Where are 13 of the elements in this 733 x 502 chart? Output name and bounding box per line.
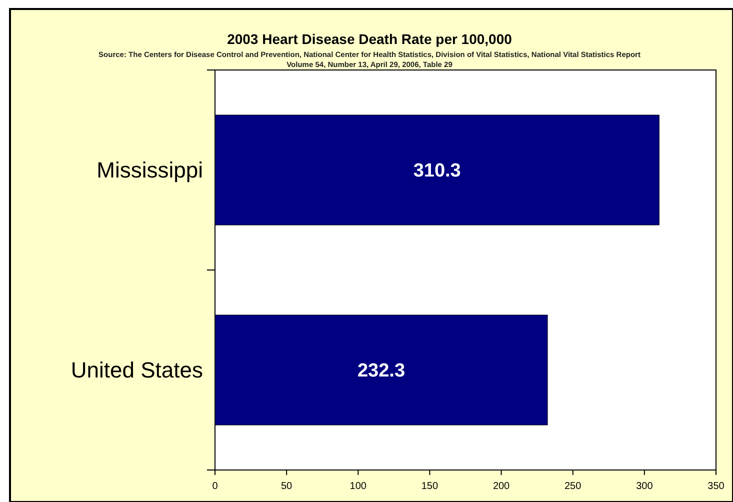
x-tick-label: 350 <box>708 481 725 492</box>
chart-title: 2003 Heart Disease Death Rate per 100,000 <box>227 31 512 47</box>
y-tick-label: Mississippi <box>96 158 203 183</box>
y-tick-label: United States <box>70 358 203 383</box>
x-tick-label: 250 <box>564 481 582 492</box>
x-tick-label: 100 <box>350 481 367 492</box>
x-tick-label: 200 <box>492 481 510 492</box>
data-label: 232.3 <box>357 360 406 382</box>
x-tick-label: 300 <box>636 481 654 492</box>
data-label: 310.3 <box>413 160 461 182</box>
x-tick-label: 0 <box>212 481 218 492</box>
x-tick-label: 50 <box>281 481 293 492</box>
x-tick-label: 150 <box>421 481 438 492</box>
